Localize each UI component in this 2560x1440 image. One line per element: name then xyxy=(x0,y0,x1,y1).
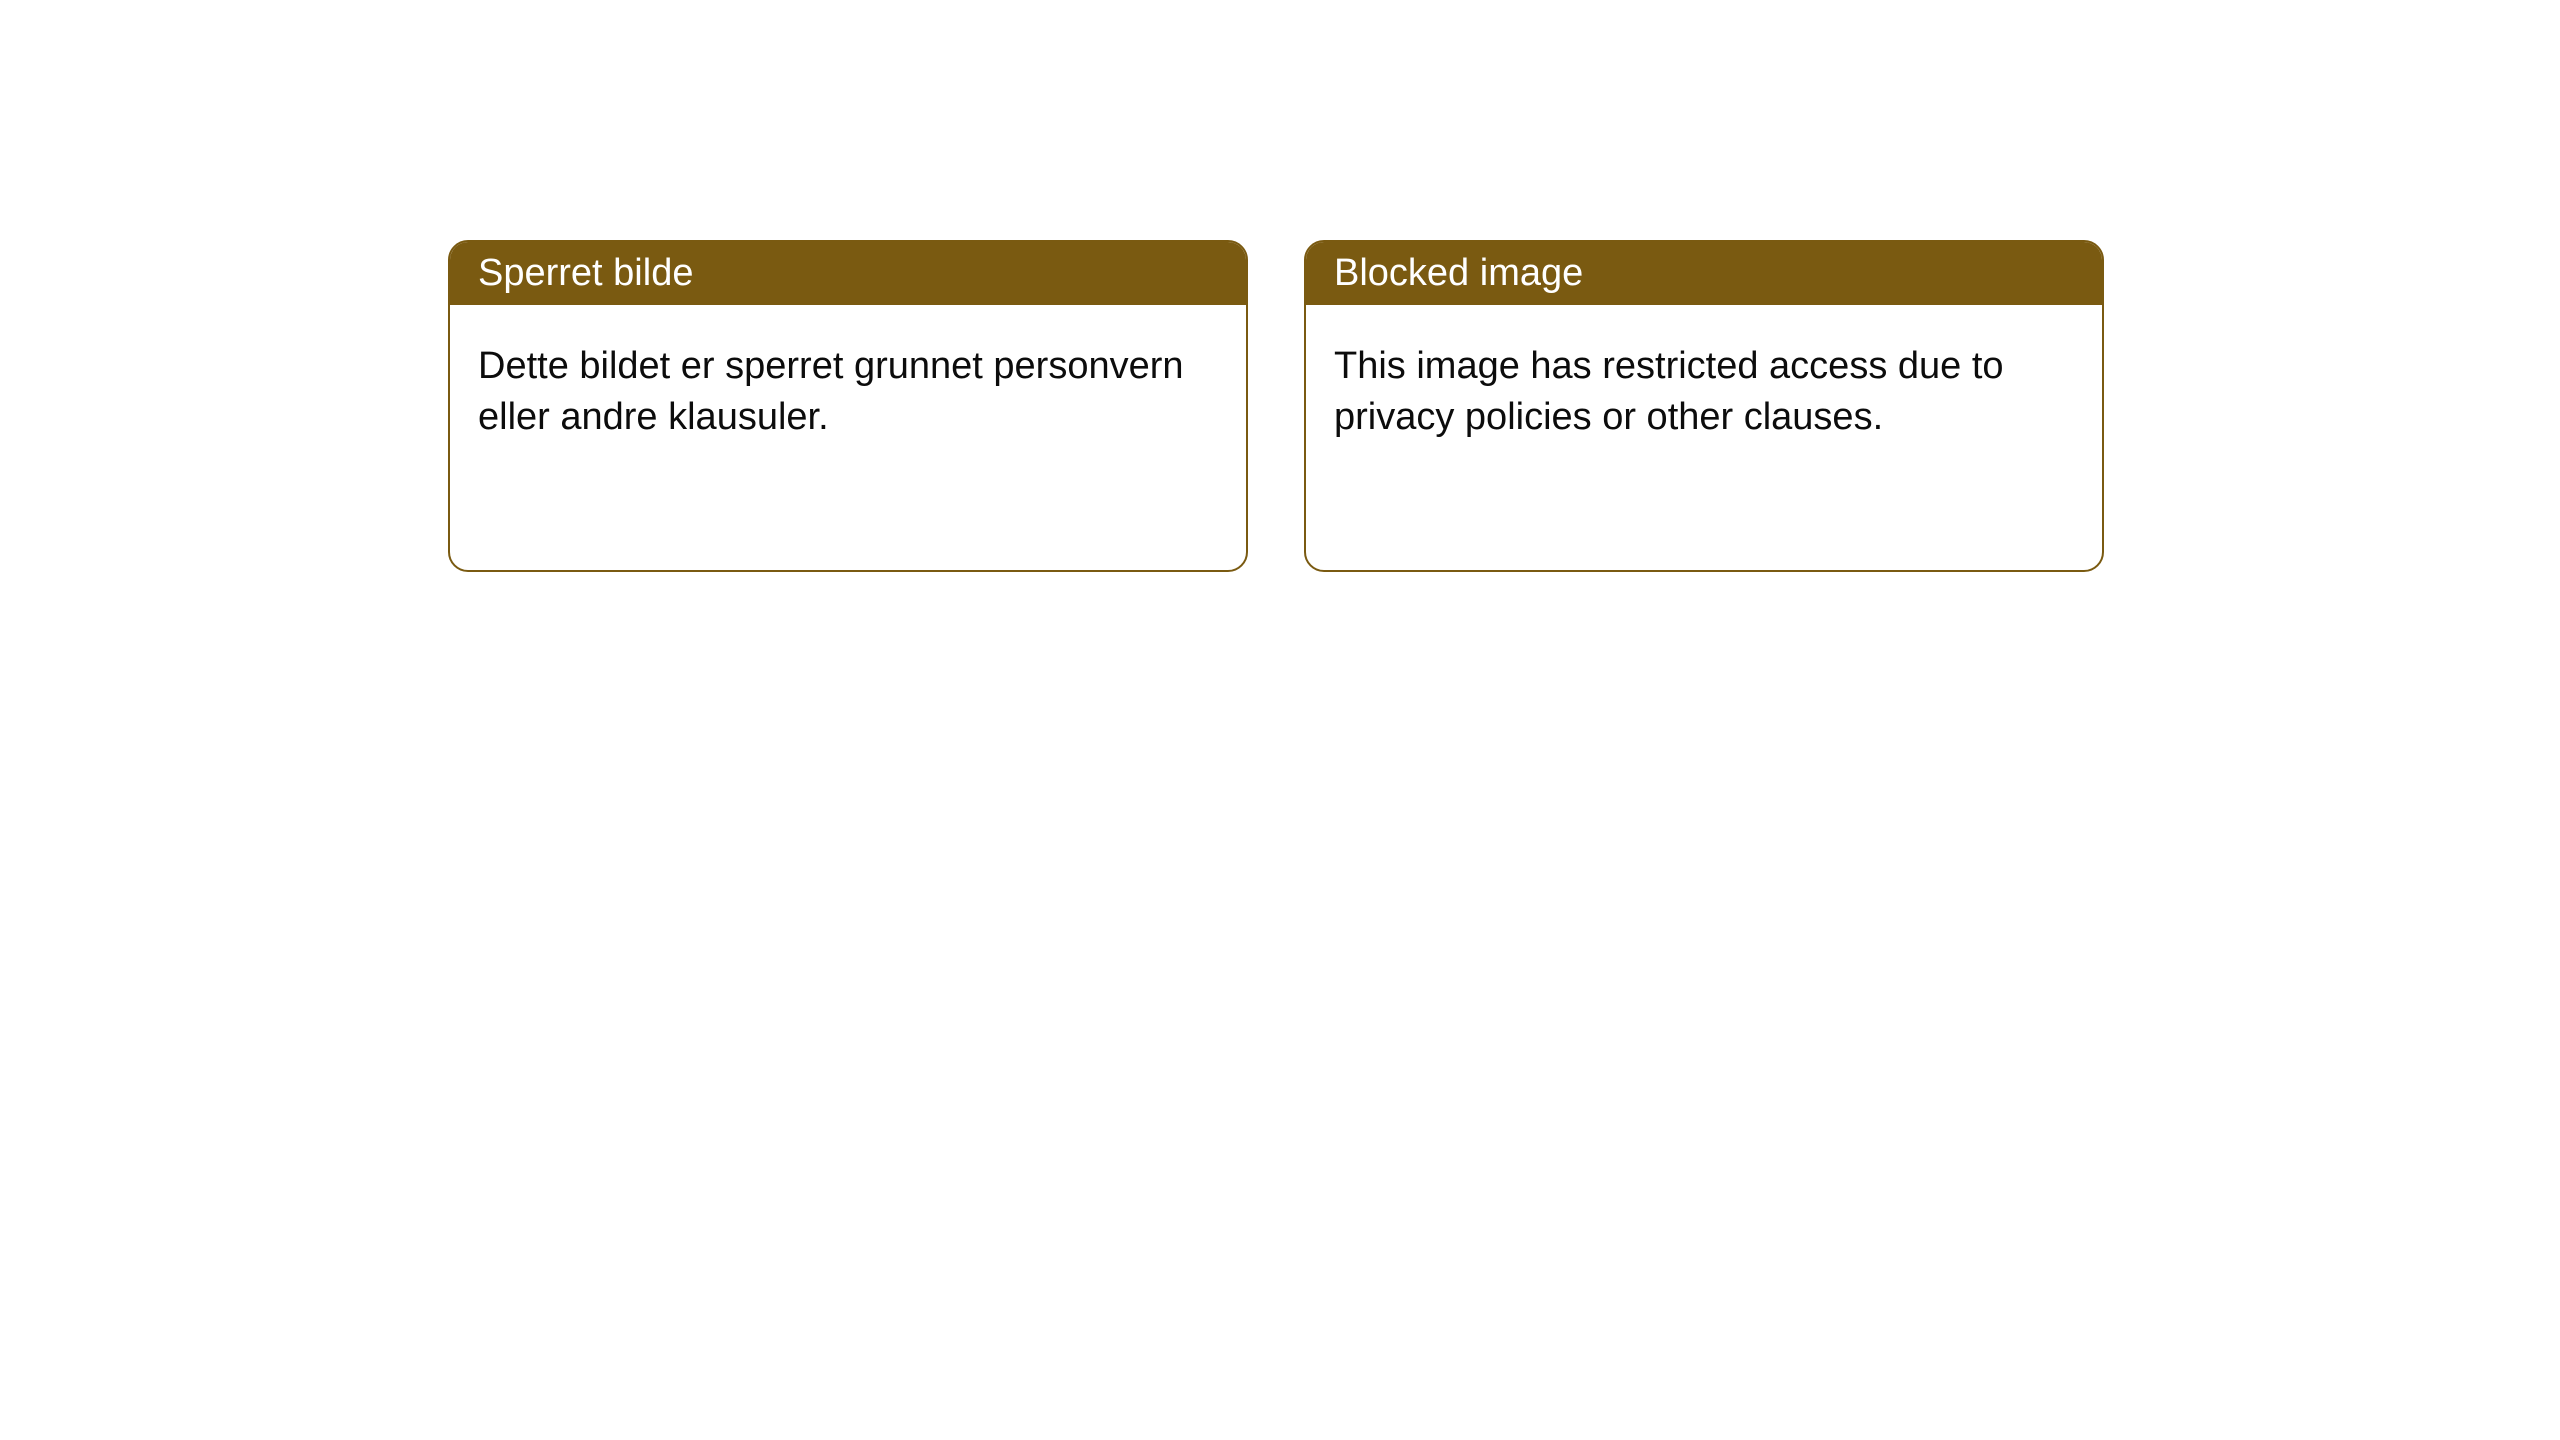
card-header: Blocked image xyxy=(1306,242,2102,305)
notice-card-english: Blocked image This image has restricted … xyxy=(1304,240,2104,572)
card-header: Sperret bilde xyxy=(450,242,1246,305)
card-title: Sperret bilde xyxy=(478,252,693,294)
notice-cards-container: Sperret bilde Dette bildet er sperret gr… xyxy=(0,0,2560,572)
card-title: Blocked image xyxy=(1334,252,1583,294)
card-body-text: Dette bildet er sperret grunnet personve… xyxy=(478,345,1184,438)
card-body: This image has restricted access due to … xyxy=(1306,305,2102,480)
card-body-text: This image has restricted access due to … xyxy=(1334,345,2004,438)
card-body: Dette bildet er sperret grunnet personve… xyxy=(450,305,1246,480)
notice-card-norwegian: Sperret bilde Dette bildet er sperret gr… xyxy=(448,240,1248,572)
